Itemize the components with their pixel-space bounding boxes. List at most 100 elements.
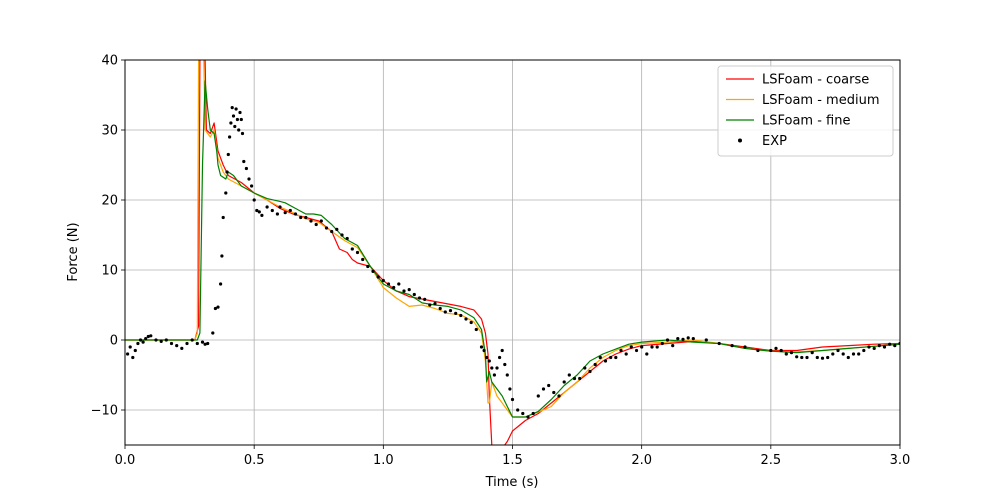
- exp-data-point: [464, 317, 468, 321]
- exp-data-point: [128, 345, 132, 349]
- exp-data-point: [219, 282, 223, 286]
- exp-data-point: [159, 339, 163, 343]
- exp-data-point: [531, 411, 535, 416]
- exp-data-point: [877, 344, 881, 348]
- exp-data-point: [660, 341, 664, 346]
- x-tick-label: 0.0: [115, 453, 136, 468]
- exp-data-point: [255, 208, 259, 213]
- exp-data-point: [619, 348, 623, 353]
- exp-data-point: [239, 117, 243, 122]
- exp-data-point: [138, 338, 143, 342]
- exp-data-point: [495, 366, 499, 370]
- exp-data-point: [433, 302, 437, 306]
- exp-data-point: [283, 211, 287, 215]
- x-tick-label: 1.5: [502, 453, 523, 468]
- exp-data-point: [324, 226, 329, 230]
- exp-data-point: [141, 340, 145, 344]
- exp-data-point: [671, 344, 675, 348]
- exp-data-point: [846, 355, 850, 360]
- exp-data-point: [629, 345, 633, 349]
- exp-data-point: [562, 380, 566, 384]
- exp-data-point: [402, 289, 406, 293]
- exp-data-point: [412, 292, 416, 297]
- exp-data-point: [355, 250, 360, 255]
- exp-data-point: [583, 366, 587, 370]
- exp-data-point: [485, 355, 489, 360]
- exp-data-point: [650, 345, 654, 349]
- exp-data-point: [872, 346, 876, 350]
- exp-data-point: [805, 355, 809, 360]
- exp-data-point: [614, 355, 618, 360]
- exp-data-point: [503, 362, 507, 367]
- exp-data-point: [257, 210, 261, 214]
- exp-data-point: [815, 355, 819, 360]
- series-points-exp: [126, 106, 900, 419]
- exp-data-point: [154, 338, 158, 342]
- exp-data-point: [459, 313, 463, 318]
- exp-data-point: [423, 297, 427, 301]
- exp-data-point: [335, 227, 339, 231]
- x-tick-label: 0.5: [244, 453, 265, 468]
- series-layer: [125, 60, 900, 445]
- exp-data-point: [851, 352, 856, 356]
- exp-data-point: [216, 305, 220, 309]
- exp-data-point: [810, 351, 814, 355]
- exp-data-point: [252, 198, 256, 202]
- exp-data-point: [224, 191, 228, 195]
- exp-data-point: [704, 338, 708, 342]
- exp-data-point: [235, 117, 239, 122]
- exp-data-point: [789, 351, 794, 355]
- exp-data-point: [779, 348, 783, 353]
- exp-data-point: [265, 205, 269, 209]
- exp-data-point: [508, 387, 512, 391]
- exp-data-point: [820, 356, 825, 360]
- exp-data-point: [131, 355, 135, 360]
- exp-data-point: [244, 166, 248, 171]
- y-tick-label: 0: [110, 334, 118, 349]
- exp-data-point: [240, 131, 245, 136]
- exp-data-point: [448, 309, 453, 313]
- exp-data-point: [136, 341, 140, 346]
- legend-box: [717, 65, 894, 157]
- exp-data-point: [366, 264, 370, 269]
- legend-swatch-exp: [738, 138, 742, 143]
- exp-data-point: [213, 306, 217, 311]
- exp-data-point: [893, 344, 897, 348]
- exp-data-point: [309, 219, 313, 223]
- exp-data-point: [190, 338, 194, 342]
- exp-data-point: [841, 352, 845, 356]
- exp-data-point: [314, 222, 318, 227]
- exp-data-point: [552, 390, 556, 395]
- exp-data-point: [665, 338, 670, 342]
- y-tick-label: 30: [101, 124, 118, 139]
- y-tick-label: 10: [101, 264, 118, 279]
- exp-data-point: [230, 106, 234, 110]
- exp-data-point: [226, 152, 230, 157]
- exp-data-point: [233, 124, 237, 129]
- exp-data-point: [381, 278, 385, 283]
- exp-data-point: [505, 373, 509, 377]
- exp-data-point: [126, 352, 130, 356]
- exp-data-point: [888, 342, 892, 346]
- exp-data-point: [371, 269, 375, 273]
- exp-data-point: [164, 338, 168, 342]
- exp-data-point: [454, 311, 458, 315]
- exp-data-point: [795, 355, 799, 359]
- legend-label-exp: EXP: [762, 134, 787, 149]
- exp-data-point: [443, 310, 447, 314]
- exp-data-point: [180, 346, 184, 350]
- exp-data-point: [234, 107, 238, 111]
- exp-data-point: [686, 336, 690, 340]
- exp-data-point: [487, 359, 491, 363]
- exp-data-point: [133, 348, 137, 353]
- y-axis-ticks: −10 0 10 20 30 40: [91, 54, 125, 419]
- x-axis-label: Time (s): [485, 475, 539, 490]
- legend-label-lsfoam-medium: LSFoam - medium: [762, 93, 879, 108]
- exp-data-point: [231, 114, 236, 118]
- exp-data-point: [293, 212, 298, 216]
- exp-data-point: [593, 362, 597, 367]
- exp-data-point: [479, 345, 484, 349]
- series-line-lsfoam-fine: [125, 80, 900, 418]
- exp-data-point: [510, 397, 515, 402]
- exp-data-point: [169, 341, 174, 346]
